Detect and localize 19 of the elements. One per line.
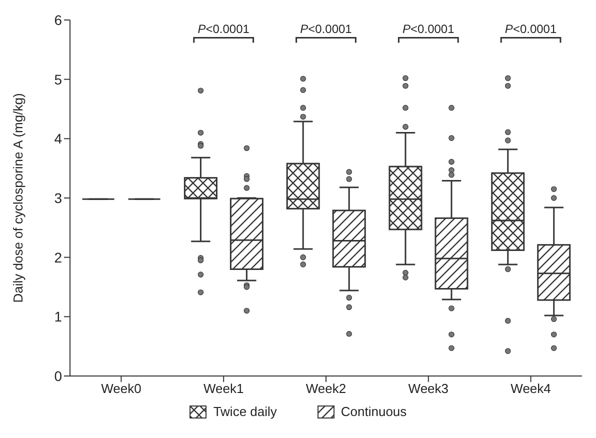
legend-label: Twice daily (213, 404, 277, 419)
y-axis-title: Daily dose of cyclosporine A (mg/kg) (10, 93, 26, 303)
legend-label: Continuous (340, 404, 407, 419)
x-tick-label: Week4 (510, 381, 551, 396)
y-tick-label: 1 (54, 308, 62, 325)
y-tick-label: 2 (54, 249, 62, 266)
x-tick-label: Week3 (408, 381, 449, 396)
y-tick-label: 4 (54, 130, 62, 147)
x-tick-label: Week0 (101, 381, 142, 396)
x-tick-label: Week1 (203, 381, 244, 396)
annotation: P<0.0001 (300, 22, 352, 36)
y-tick-label: 6 (54, 12, 62, 28)
y-tick-label: 3 (54, 190, 62, 206)
annotation: P<0.0001 (198, 22, 250, 36)
annotation: P<0.0001 (402, 22, 455, 36)
y-tick-label: 5 (54, 71, 62, 88)
annotation: P<0.0001 (504, 22, 557, 36)
x-tick-label: Week2 (306, 381, 346, 396)
y-tick-label: 0 (54, 368, 62, 384)
